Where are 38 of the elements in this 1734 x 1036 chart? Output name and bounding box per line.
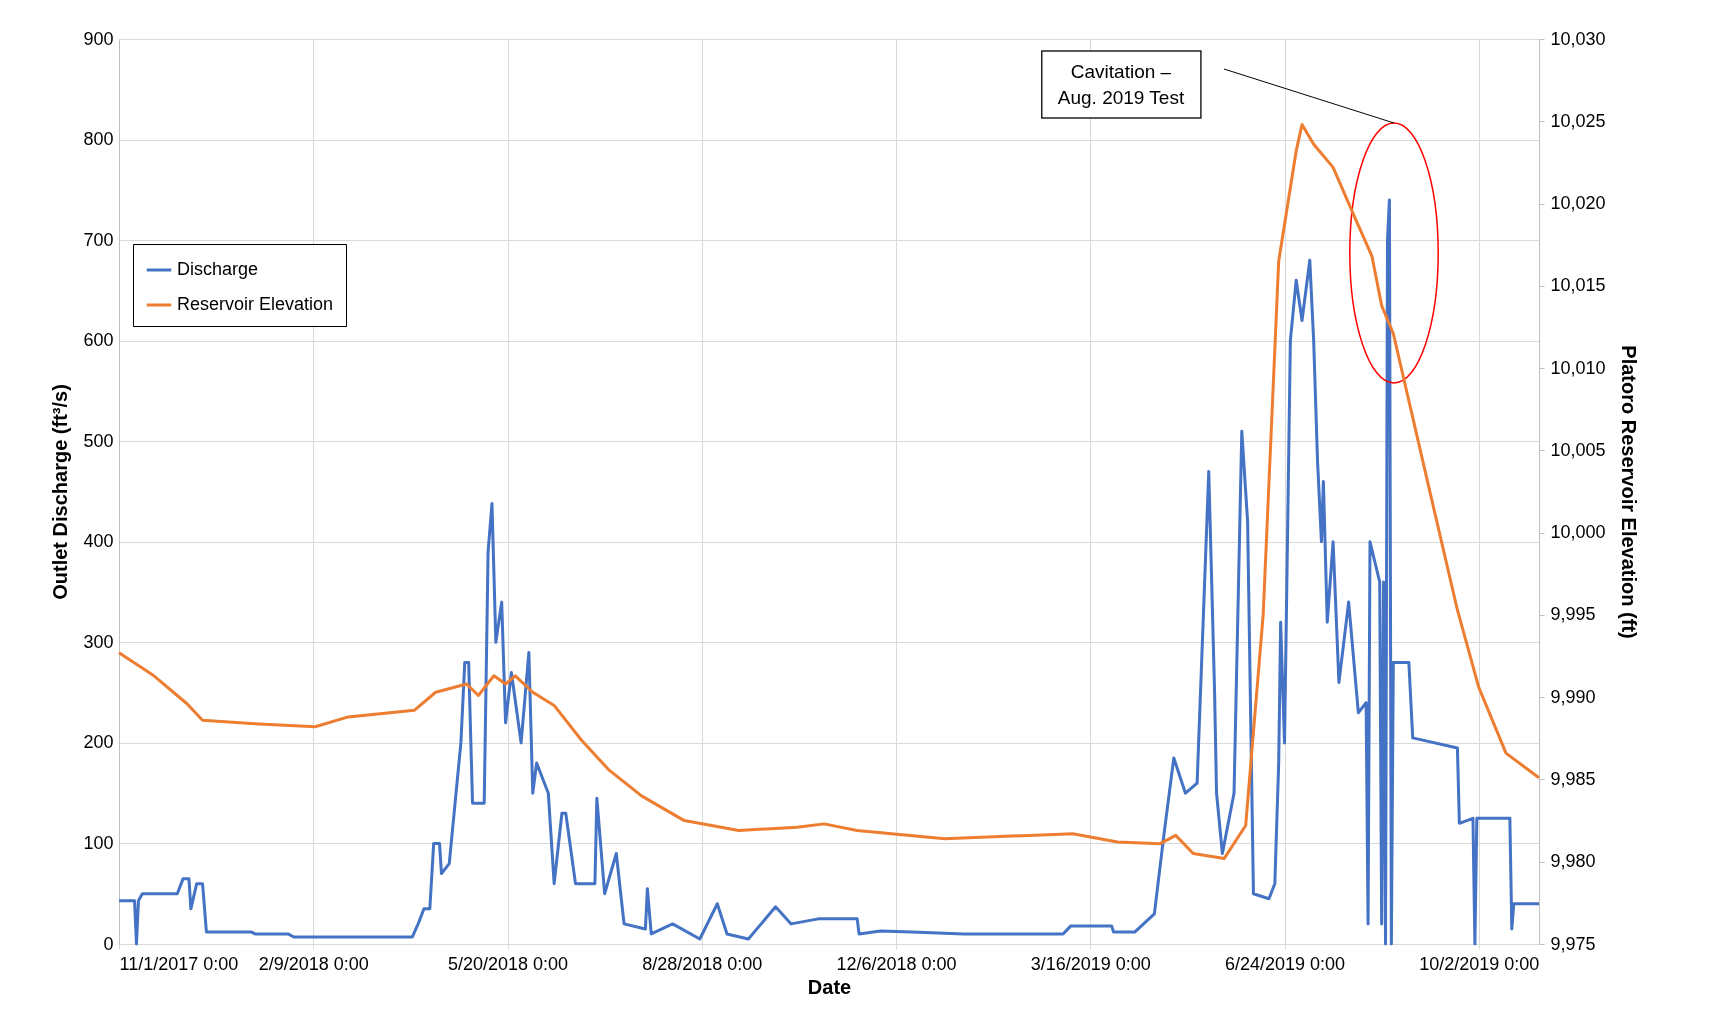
x-tick-label: 8/28/2018 0:00: [642, 953, 763, 974]
y2-tick-label: 10,010: [1550, 357, 1606, 378]
y-tick-label: 700: [83, 229, 114, 250]
y-tick-label: 800: [83, 129, 114, 150]
y2-tick-label: 9,985: [1550, 768, 1596, 789]
y2-tick-label: 10,020: [1550, 193, 1606, 214]
y2-axis-title: Platoro Reservoir Elevation (ft): [1617, 345, 1640, 639]
annotation: Cavitation – Aug. 2019 Test: [1057, 61, 1185, 108]
y2-tick-label: 9,995: [1550, 604, 1596, 625]
y-axis-title: Outlet Discharge (ft³/s): [49, 384, 72, 600]
y2-tick-label: 10,000: [1550, 522, 1606, 543]
x-tick-label: 5/20/2018 0:00: [447, 953, 569, 974]
x-tick-label: 6/24/2019 0:00: [1224, 953, 1346, 974]
legend-label: Discharge: [177, 259, 259, 279]
x-tick-label: 3/16/2019 0:00: [1030, 953, 1151, 974]
y2-tick-label: 9,980: [1550, 851, 1596, 872]
legend-label: Reservoir Elevation: [177, 294, 334, 314]
y-tick-label: 900: [83, 28, 114, 49]
x-tick-label: 10/2/2019 0:00: [1419, 953, 1540, 974]
y2-tick-label: 10,030: [1550, 28, 1606, 49]
y2-tick-label: 9,975: [1550, 933, 1596, 954]
y-tick-label: 100: [83, 832, 114, 853]
y2-tick-label: 10,025: [1550, 110, 1606, 131]
y-tick-label: 600: [83, 330, 114, 351]
y-tick-label: 500: [83, 430, 114, 451]
y-tick-label: 300: [83, 631, 114, 652]
y-tick-label: 0: [103, 933, 114, 954]
x-tick-label: 11/1/2017 0:00: [119, 953, 239, 974]
y2-tick-label: 10,005: [1550, 439, 1606, 460]
line-series: [117, 198, 1541, 946]
x-tick-label: 2/9/2018 0:00: [258, 953, 369, 974]
x-tick-label: 12/6/2018 0:00: [836, 953, 957, 974]
x-axis-title: Date: [807, 975, 852, 998]
y-tick-label: 200: [83, 732, 114, 753]
y2-tick-label: 10,015: [1550, 275, 1606, 296]
y2-tick-label: 9,990: [1550, 686, 1596, 707]
y-tick-label: 400: [83, 531, 114, 552]
line-series: [117, 123, 1541, 860]
